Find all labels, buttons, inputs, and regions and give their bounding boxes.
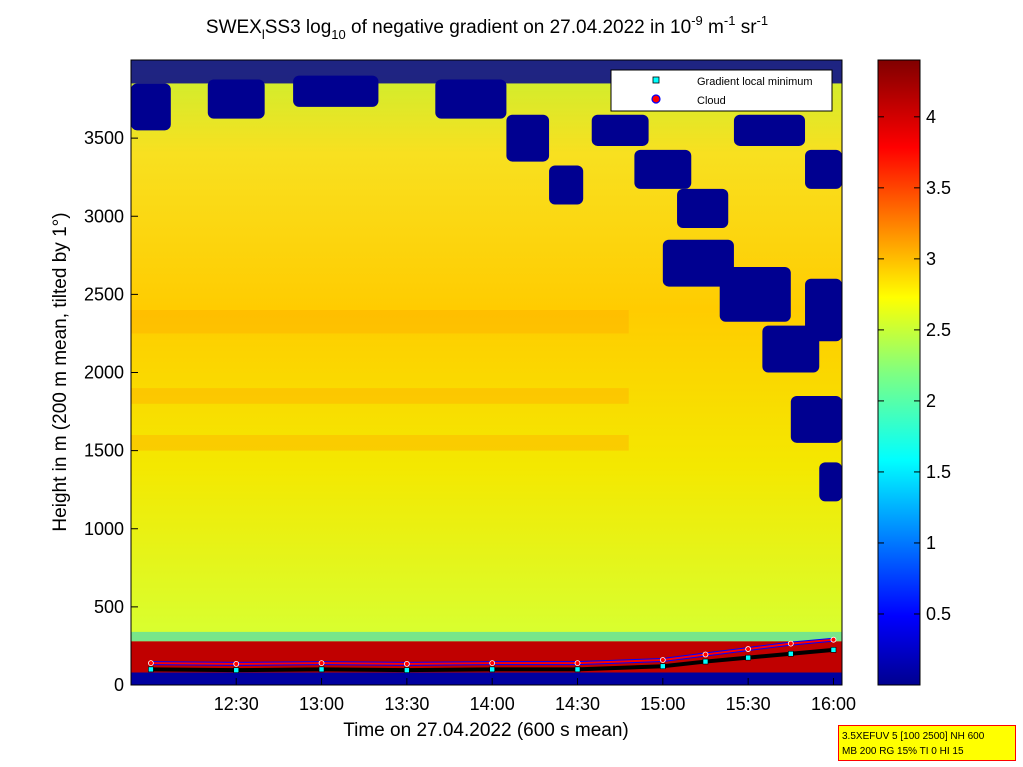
clear-patch [131, 83, 171, 131]
info-box: 3.5XEFUV 5 [100 2500] NH 600 MB 200 RG 1… [838, 725, 1016, 761]
clear-patch [634, 149, 692, 189]
x-tick-label: 15:30 [726, 694, 771, 714]
clear-patch [805, 278, 842, 342]
y-axis-label: Height in m (200 m mean, tilted by 1°) [50, 212, 71, 531]
clear-patch [805, 149, 842, 189]
x-axis-ticks: 12:30 13:00 13:30 14:00 14:30 15:00 15:30 16:00 [214, 678, 856, 714]
clear-patch [790, 395, 842, 443]
y-tick-label: 3500 [84, 128, 124, 148]
gradient-min-point [660, 663, 666, 670]
surface-base [131, 672, 842, 685]
plot-area [130, 59, 843, 686]
info-line-1: 3.5XEFUV 5 [100 2500] NH 600 [842, 731, 985, 742]
colorbar-tick-label: 4 [926, 107, 936, 127]
cloud-point [830, 636, 837, 643]
y-tick-label: 1500 [84, 441, 124, 461]
x-tick-label: 15:00 [640, 694, 685, 714]
clear-patch [719, 267, 791, 322]
legend-box [610, 69, 833, 112]
heatmap-field [131, 60, 842, 685]
info-line-2: MB 200 RG 15% TI 0 HI 15 [842, 746, 964, 757]
clear-patch [677, 188, 729, 228]
y-tick-label: 500 [94, 597, 124, 617]
x-axis-label: Time on 27.04.2022 (600 s mean) [343, 720, 629, 741]
gradient-min-point [788, 650, 794, 657]
cloud-point [659, 657, 666, 663]
cloud-point [318, 660, 325, 667]
y-tick-label: 2000 [84, 363, 124, 383]
x-tick-label: 16:00 [811, 694, 856, 714]
orange-band [131, 435, 629, 451]
colorbar-tick-label: 3.5 [926, 178, 951, 198]
colorbar-tick-label: 0.5 [926, 604, 951, 624]
clear-patch [662, 239, 734, 287]
cloud-point [787, 640, 794, 647]
clear-patch [762, 325, 820, 373]
chart-title: SWEXlSS3 log10 of negative gradient on 2… [206, 13, 768, 42]
legend-label-cloud: Cloud [697, 95, 726, 107]
y-tick-label: 0 [114, 675, 124, 695]
legend-marker-cloud [651, 94, 661, 104]
colorbar-tick-label: 3 [926, 249, 936, 269]
orange-band [131, 310, 629, 334]
legend: Gradient local minimum Cloud [610, 69, 833, 112]
colorbar-tick-label: 2 [926, 391, 936, 411]
x-tick-label: 13:30 [384, 694, 429, 714]
y-tick-label: 1000 [84, 519, 124, 539]
gradient-min-point [574, 666, 581, 673]
gradient-min-point [489, 666, 495, 673]
gradient-min-point [745, 654, 751, 661]
legend-label-gradient-minimum: Gradient local minimum [697, 76, 813, 88]
y-tick-label: 2500 [84, 284, 124, 304]
cloud-point [745, 646, 752, 652]
colorbar-scale [877, 59, 921, 686]
cloud-point [233, 661, 240, 667]
clear-patch [819, 462, 842, 502]
x-tick-label: 14:00 [470, 694, 515, 714]
gradient-min-point [702, 658, 709, 665]
cloud-point [702, 651, 709, 658]
cloud-point [403, 661, 410, 667]
clear-patch [591, 114, 649, 146]
colorbar-tick-label: 2.5 [926, 320, 951, 340]
x-tick-label: 13:00 [299, 694, 344, 714]
cloud-point [148, 660, 154, 667]
y-tick-label: 3000 [84, 206, 124, 226]
gradient-min-point [404, 667, 410, 673]
clear-patch [435, 79, 507, 119]
colorbar-tick-label: 1.5 [926, 462, 951, 482]
gradient-min-point [830, 647, 837, 653]
x-tick-label: 14:30 [555, 694, 600, 714]
gradient-min-point [318, 666, 325, 673]
x-tick-label: 12:30 [214, 694, 259, 714]
cloud-point [574, 660, 581, 667]
cloud-point [489, 660, 496, 667]
gradient-min-point [233, 667, 240, 673]
clear-patch [506, 114, 550, 162]
y-axis-ticks: 0 500 1000 1500 2000 2500 3000 3500 [84, 128, 138, 695]
colorbar-ticks: 0.5 1 1.5 2 2.5 3 3.5 4 [878, 107, 951, 624]
legend-marker-gradient-minimum [652, 76, 660, 84]
clear-patch [549, 165, 584, 205]
clear-patch [207, 79, 265, 119]
colorbar-tick-label: 1 [926, 533, 936, 553]
surface-layer-edge [131, 631, 842, 642]
colorbar: 0.5 1 1.5 2 2.5 3 3.5 4 [877, 59, 951, 686]
orange-band [131, 388, 629, 404]
clear-patch [733, 114, 806, 146]
gradient-min-point [148, 666, 154, 673]
